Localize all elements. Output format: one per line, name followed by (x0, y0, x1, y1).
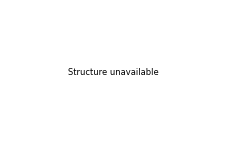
Text: Structure unavailable: Structure unavailable (68, 68, 159, 77)
